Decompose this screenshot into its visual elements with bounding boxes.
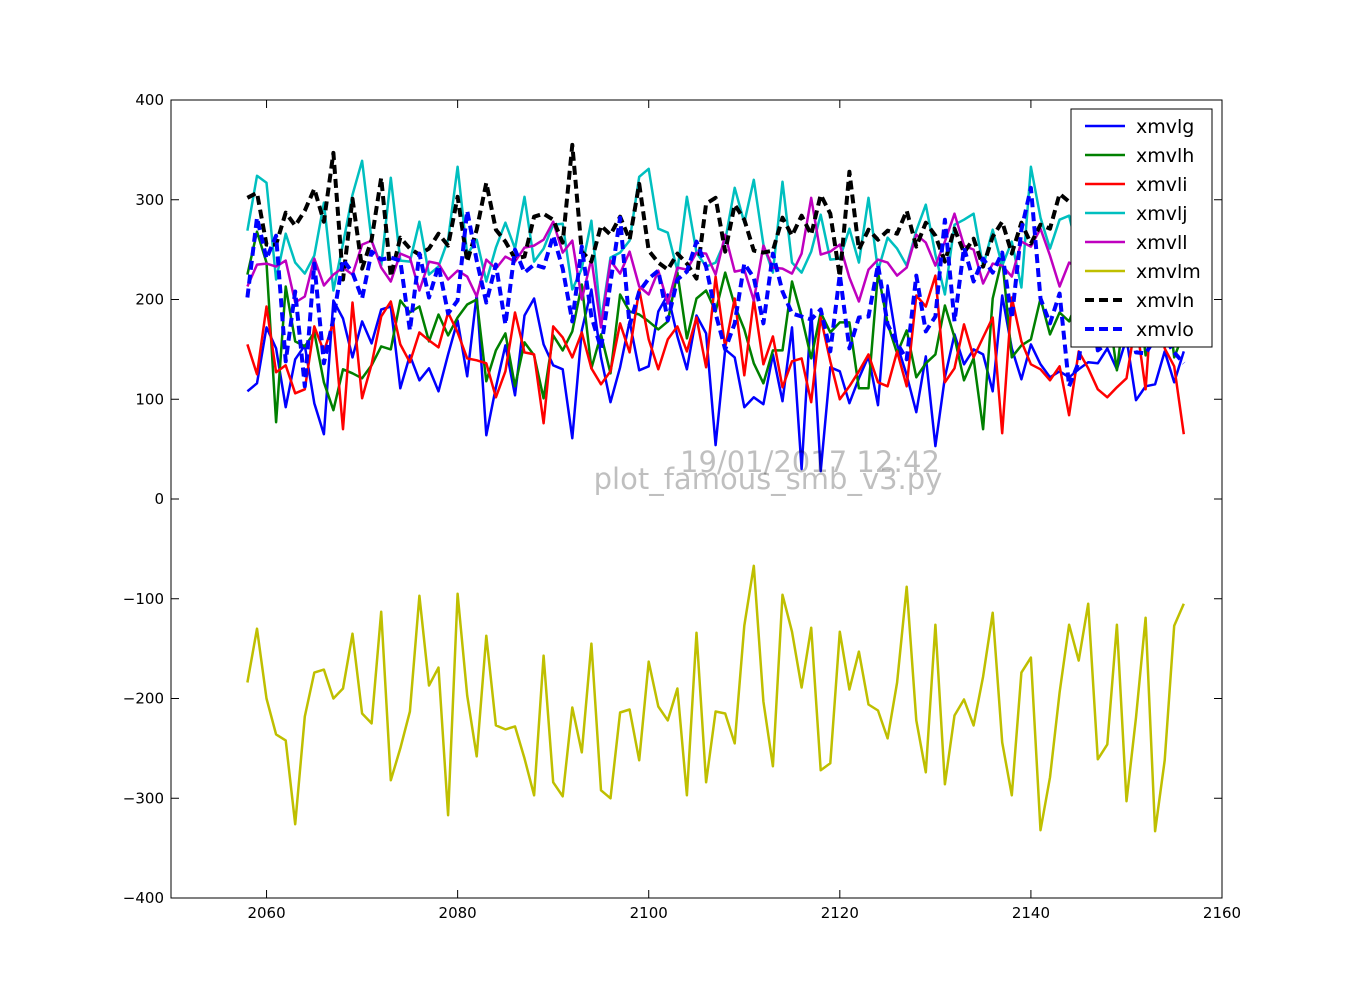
legend-label-xmvln: xmvln [1136, 290, 1194, 312]
y-tick-label: 100 [135, 390, 164, 408]
series-line-xmvlo [245, 185, 1186, 389]
x-tick-label: 2160 [1203, 904, 1241, 922]
y-tick-label: −400 [123, 889, 164, 907]
legend-label-xmvlj: xmvlj [1136, 203, 1188, 225]
watermark-timestamp: 19/01/2017 12:42 [680, 445, 940, 479]
legend-label-xmvlo: xmvlo [1136, 319, 1194, 341]
watermark-filename: plot_famous_smb_v3.py [594, 462, 943, 496]
plot-lines [245, 142, 1186, 833]
x-tick-label: 2080 [439, 904, 477, 922]
y-tick-label: 300 [135, 191, 164, 209]
y-axis: 400 300 200 100 0 −100 −200 −300 −400 [123, 91, 1222, 907]
legend-label-xmvlh: xmvlh [1136, 145, 1194, 167]
series-line-xmvll [246, 196, 1185, 329]
series-line-xmvlm [246, 564, 1185, 833]
y-tick-label: 200 [135, 291, 164, 309]
series-line-xmvli [246, 256, 1186, 435]
legend-label-xmvlg: xmvlg [1136, 116, 1194, 138]
series-line-xmvln [246, 142, 1186, 282]
x-tick-label: 2100 [630, 904, 668, 922]
legend-label-xmvll: xmvll [1136, 232, 1188, 254]
y-tick-label: 400 [135, 91, 164, 109]
y-tick-label: 0 [154, 490, 164, 508]
y-tick-label: −200 [123, 690, 164, 708]
legend-box [1070, 108, 1213, 348]
x-tick-label: 2060 [247, 904, 285, 922]
y-tick-label: −100 [123, 590, 164, 608]
watermark: 19/01/2017 12:42 plot_famous_smb_v3.py [594, 445, 943, 496]
x-tick-label: 2120 [821, 904, 859, 922]
series-line-xmvlj [246, 159, 1186, 323]
legend-label-xmvli: xmvli [1136, 174, 1188, 196]
x-tick-label: 2140 [1012, 904, 1050, 922]
legend: xmvlg xmvlh xmvli xmvlj xmvll xmvlm xmvln xmvlo [1070, 108, 1213, 348]
y-tick-label: −300 [123, 789, 164, 807]
legend-label-xmvlm: xmvlm [1136, 261, 1201, 283]
x-axis: 2060 2080 2100 2120 2140 2160 [247, 100, 1241, 922]
